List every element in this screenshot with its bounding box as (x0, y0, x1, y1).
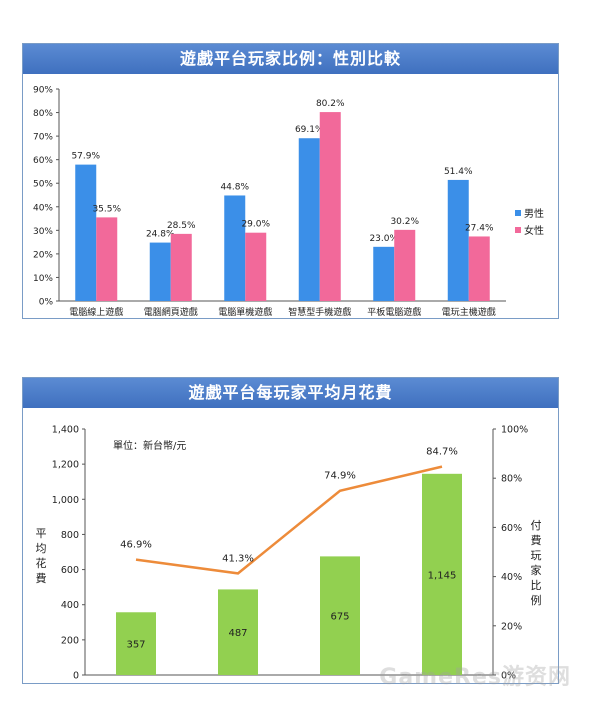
right-tick-label: 80% (501, 474, 522, 485)
spending-bar (116, 612, 156, 675)
data-label: 44.8% (220, 182, 249, 192)
right-tick-label: 60% (501, 523, 522, 534)
legend-label-male: 男性 (524, 207, 544, 220)
x-tick-label: 智慧型手機遊戲 (101, 682, 171, 683)
bar-female (319, 112, 341, 301)
data-label: 35.5% (92, 204, 121, 214)
left-tick-label: 1,200 (52, 460, 79, 471)
left-axis-title-char: 均 (36, 542, 47, 555)
spending-bar (218, 589, 258, 675)
y-tick-label: 40% (33, 203, 53, 213)
left-tick-label: 400 (61, 600, 79, 611)
data-label: 24.8% (146, 230, 175, 240)
data-label: 28.5% (167, 221, 196, 231)
x-tick-label: 電腦網頁遊戲 (144, 306, 198, 318)
data-label: 30.2% (390, 217, 419, 227)
x-tick-label: 電腦網頁遊戲 (208, 682, 268, 683)
bar-female (245, 232, 267, 301)
line-value-label: 84.7% (426, 447, 458, 458)
y-tick-label: 20% (33, 250, 53, 260)
spending-chart: 0 200 400 600 800 1,000 1,200 1,400 0% 20% 40% 60% 8… (36, 425, 542, 684)
left-tick-label: 800 (61, 530, 79, 541)
paying-ratio-line (135, 465, 443, 575)
legend-swatch-male (515, 210, 521, 216)
data-label: 80.2% (316, 99, 345, 109)
y-tick-label: 10% (33, 274, 53, 284)
right-tick-label: 100% (501, 425, 528, 436)
data-label: 29.0% (241, 220, 270, 230)
left-axis-title-char: 平 (36, 527, 47, 540)
data-label: 57.9% (71, 152, 100, 162)
y-tick-label: 50% (33, 180, 53, 190)
right-axis-title-char: 費 (531, 533, 542, 547)
right-axis-title-char: 付 (531, 519, 542, 532)
legend-label-female: 女性 (524, 224, 544, 237)
right-axis-title-char: 家 (531, 563, 542, 577)
data-label: 23.0% (369, 234, 398, 244)
left-tick-label: 0 (73, 671, 79, 682)
bar-value-label: 675 (330, 612, 349, 623)
spending-chart-title: 遊戲平台每玩家平均月花費 (23, 378, 558, 408)
data-label: 27.4% (465, 223, 494, 233)
unit-note: 單位：新台幣/元 (113, 439, 186, 452)
x-tick-label: 智慧型手機遊戲 (288, 306, 351, 318)
left-tick-label: 600 (61, 565, 79, 576)
left-axis-title-char: 費 (36, 571, 47, 585)
right-axis-title-char: 例 (531, 593, 542, 607)
y-tick-label: 0% (39, 298, 54, 308)
left-tick-label: 1,400 (52, 425, 79, 436)
left-tick-label: 1,000 (52, 495, 79, 506)
data-label: 69.1% (295, 125, 324, 135)
x-tick-label: 電腦線上遊戲 (310, 682, 370, 683)
line-value-label: 41.3% (222, 553, 254, 564)
left-tick-label: 200 (61, 635, 79, 646)
bar-value-label: 357 (126, 640, 145, 651)
y-tick-label: 90% (33, 86, 53, 96)
right-axis-title-char: 玩 (531, 549, 542, 562)
bar-value-label: 487 (228, 628, 247, 639)
x-tick-label: 電腦線上遊戲 (69, 306, 123, 318)
x-tick-label: 電玩主機遊戲 (442, 306, 496, 318)
bar-male (373, 246, 395, 301)
bar-female (394, 229, 416, 301)
left-axis-title-char: 花 (36, 557, 47, 570)
bar-female (468, 236, 490, 301)
spending-bar (422, 473, 462, 675)
right-axis-title-char: 比 (531, 579, 542, 592)
spending-bar (320, 556, 360, 675)
right-tick-label: 20% (501, 621, 522, 632)
bar-value-label: 1,145 (428, 570, 457, 581)
line-value-label: 74.9% (324, 471, 356, 482)
x-tick-label: 電腦單機遊戲 (218, 306, 272, 318)
gender-chart: 0% 10% 20% 30% 40% 50% 60% 70% 80% 90% 電腦線上遊戲 57.9%… (33, 86, 544, 319)
bar-male (224, 195, 246, 301)
bar-female (96, 217, 118, 301)
line-value-label: 46.9% (120, 540, 152, 551)
y-tick-label: 70% (33, 133, 53, 143)
y-tick-label: 60% (33, 156, 53, 166)
gender-chart-title: 遊戲平台玩家比例：性別比較 (23, 44, 558, 74)
data-label: 51.4% (444, 167, 473, 177)
right-tick-label: 40% (501, 572, 522, 583)
bar-male (298, 138, 320, 301)
spending-chart-panel: 遊戲平台每玩家平均月花費 0 200 400 600 800 1,000 1,200 1,40… (22, 377, 559, 684)
legend-swatch-female (515, 227, 521, 233)
y-tick-label: 80% (33, 109, 53, 119)
right-tick-label: 0% (501, 671, 516, 682)
bar-female (170, 233, 192, 301)
bar-male (447, 179, 469, 301)
x-tick-label: 平板電腦遊戲 (367, 306, 421, 318)
gender-chart-panel: 遊戲平台玩家比例：性別比較 0% 10% 20% 30% 40% 50% 60% 70% 80%… (22, 43, 559, 319)
bar-male (149, 242, 171, 301)
bar-male (75, 164, 97, 301)
y-tick-label: 30% (33, 227, 53, 237)
watermark: GameRes游资网 (379, 665, 571, 690)
